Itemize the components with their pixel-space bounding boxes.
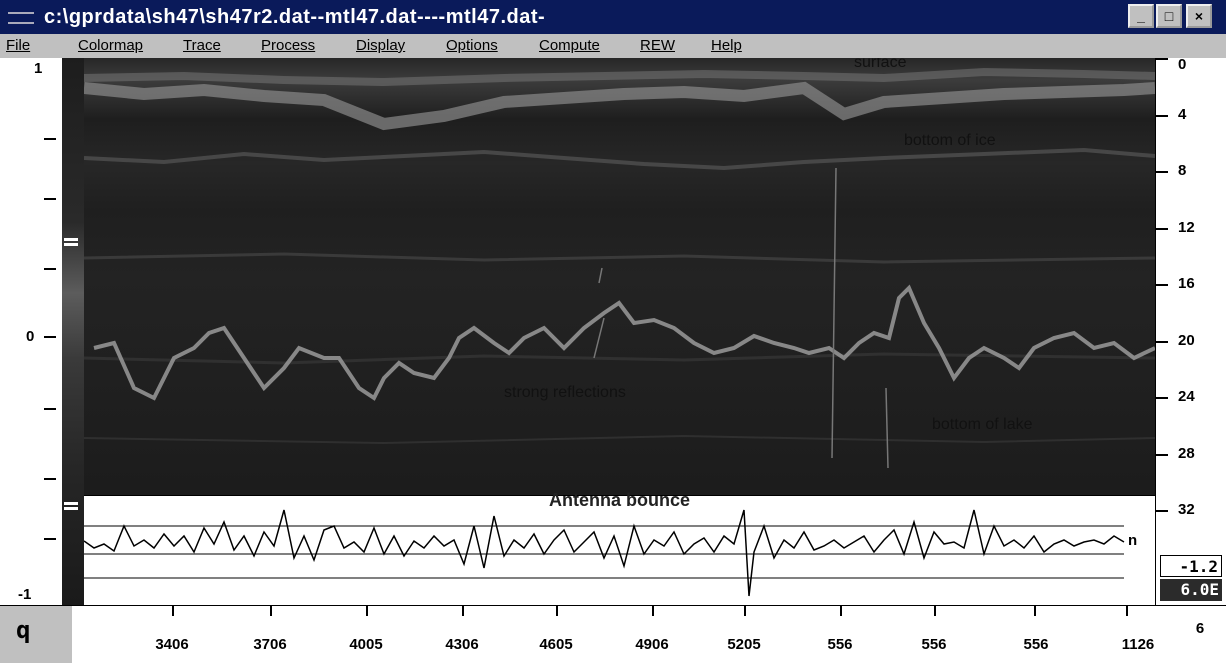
menu-process[interactable]: Process [261, 37, 316, 54]
minimize-icon: _ [1137, 8, 1145, 24]
colorbar-top-label: 1 [34, 60, 43, 77]
close-icon: × [1194, 8, 1204, 24]
depth-tick [1156, 228, 1168, 230]
colorbar-upper-handle[interactable] [64, 238, 78, 246]
depth-tick [1156, 284, 1168, 286]
trace-axis-end-label: 6 [1195, 620, 1205, 637]
close-button[interactable]: × [1186, 4, 1212, 28]
depth-tick [1156, 454, 1168, 456]
window-title: c:\gprdata\sh47\sh47r2.dat--mtl47.dat---… [44, 6, 546, 28]
menu-display[interactable]: Display [356, 37, 406, 54]
depth-tick [1156, 171, 1168, 173]
menu-help[interactable]: Help [711, 37, 742, 54]
depth-tick [1156, 115, 1168, 117]
radargram-reflectors [84, 67, 1155, 469]
colorbar-bottom-label: -1 [18, 586, 32, 603]
depth-label-0: 0 [1178, 56, 1187, 73]
menu-file[interactable]: File [6, 37, 31, 54]
menu-trace[interactable]: Trace [183, 37, 221, 54]
title-bar[interactable]: c:\gprdata\sh47\sh47r2.dat--mtl47.dat---… [0, 0, 1226, 34]
trace-axis-tick [270, 606, 272, 616]
trace-axis: q 3406 3706 4005 4306 4605 4906 5205 556… [0, 605, 1226, 663]
depth-label-4: 4 [1178, 106, 1187, 123]
menu-colormap[interactable]: Colormap [78, 37, 144, 54]
depth-tick [1156, 341, 1168, 343]
readout-value-2: 6.0E [1160, 579, 1222, 601]
trace-level-label: n [1128, 532, 1138, 549]
depth-label-28: 28 [1178, 445, 1195, 462]
depth-label-16: 16 [1178, 275, 1195, 292]
trace-axis-tick [366, 606, 368, 616]
trace-axis-tick [744, 606, 746, 616]
depth-label-20: 20 [1178, 332, 1195, 349]
depth-tick [1156, 510, 1168, 512]
trace-axis-label: 3406 [155, 636, 189, 653]
minimize-button[interactable]: _ [1128, 4, 1154, 28]
depth-axis: 0 4 8 12 16 20 24 28 32 [1155, 56, 1226, 605]
trace-axis-label: 4906 [635, 636, 669, 653]
annotation-bottom-of-ice: bottom of ice [904, 132, 996, 149]
annotation-surface: surface [854, 58, 907, 71]
trace-title: Antenna bounce [548, 490, 690, 510]
colorbar-lower-handle[interactable] [64, 502, 78, 510]
maximize-button[interactable]: □ [1156, 4, 1182, 28]
corner-box: q [0, 606, 72, 663]
trace-axis-tick [1126, 606, 1128, 616]
depth-label-24: 24 [1178, 388, 1195, 405]
annotation-bottom-of-lake: bottom of lake [932, 416, 1033, 433]
depth-label-8: 8 [1178, 162, 1187, 179]
colorbar-scale: 1 0 -1 [0, 58, 62, 605]
trace-plot [84, 509, 1125, 597]
trace-axis-tick [462, 606, 464, 616]
readout-value-1: -1.2 [1160, 555, 1222, 577]
trace-axis-tick [652, 606, 654, 616]
trace-axis-tick [172, 606, 174, 616]
system-menu-icon[interactable] [8, 12, 34, 24]
menu-compute[interactable]: Compute [539, 37, 600, 54]
antenna-bounce-trace [84, 509, 1125, 597]
trace-axis-label: 556 [1023, 636, 1049, 653]
trace-axis-label: 1126 [1121, 636, 1155, 653]
trace-axis-label: 556 [827, 636, 853, 653]
depth-label-12: 12 [1178, 219, 1195, 236]
trace-axis-label: 4005 [349, 636, 383, 653]
menu-bar: File Colormap Trace Process Display Opti… [0, 34, 1226, 58]
trace-axis-label: 4306 [445, 636, 479, 653]
corner-label: q [16, 616, 31, 644]
depth-tick [1156, 58, 1168, 60]
trace-axis-label: 4605 [539, 636, 573, 653]
depth-label-32: 32 [1178, 501, 1195, 518]
trace-axis-label: 3706 [253, 636, 287, 653]
trace-axis-tick [934, 606, 936, 616]
trace-panel[interactable]: Antenna bounce n [84, 490, 1155, 606]
maximize-icon: □ [1164, 8, 1174, 24]
colorbar-mid-label: 0 [26, 328, 35, 345]
radargram-image[interactable]: surface bottom of ice strong reflections… [84, 58, 1155, 495]
depth-tick [1156, 397, 1168, 399]
trace-axis-tick [556, 606, 558, 616]
colorbar[interactable] [62, 58, 84, 605]
trace-axis-label: 5205 [727, 636, 761, 653]
trace-axis-tick [840, 606, 842, 616]
trace-axis-label: 556 [921, 636, 947, 653]
menu-rew[interactable]: REW [640, 37, 675, 54]
annotation-strong-reflections: strong reflections [504, 384, 626, 401]
menu-options[interactable]: Options [446, 37, 498, 54]
trace-axis-tick [1034, 606, 1036, 616]
